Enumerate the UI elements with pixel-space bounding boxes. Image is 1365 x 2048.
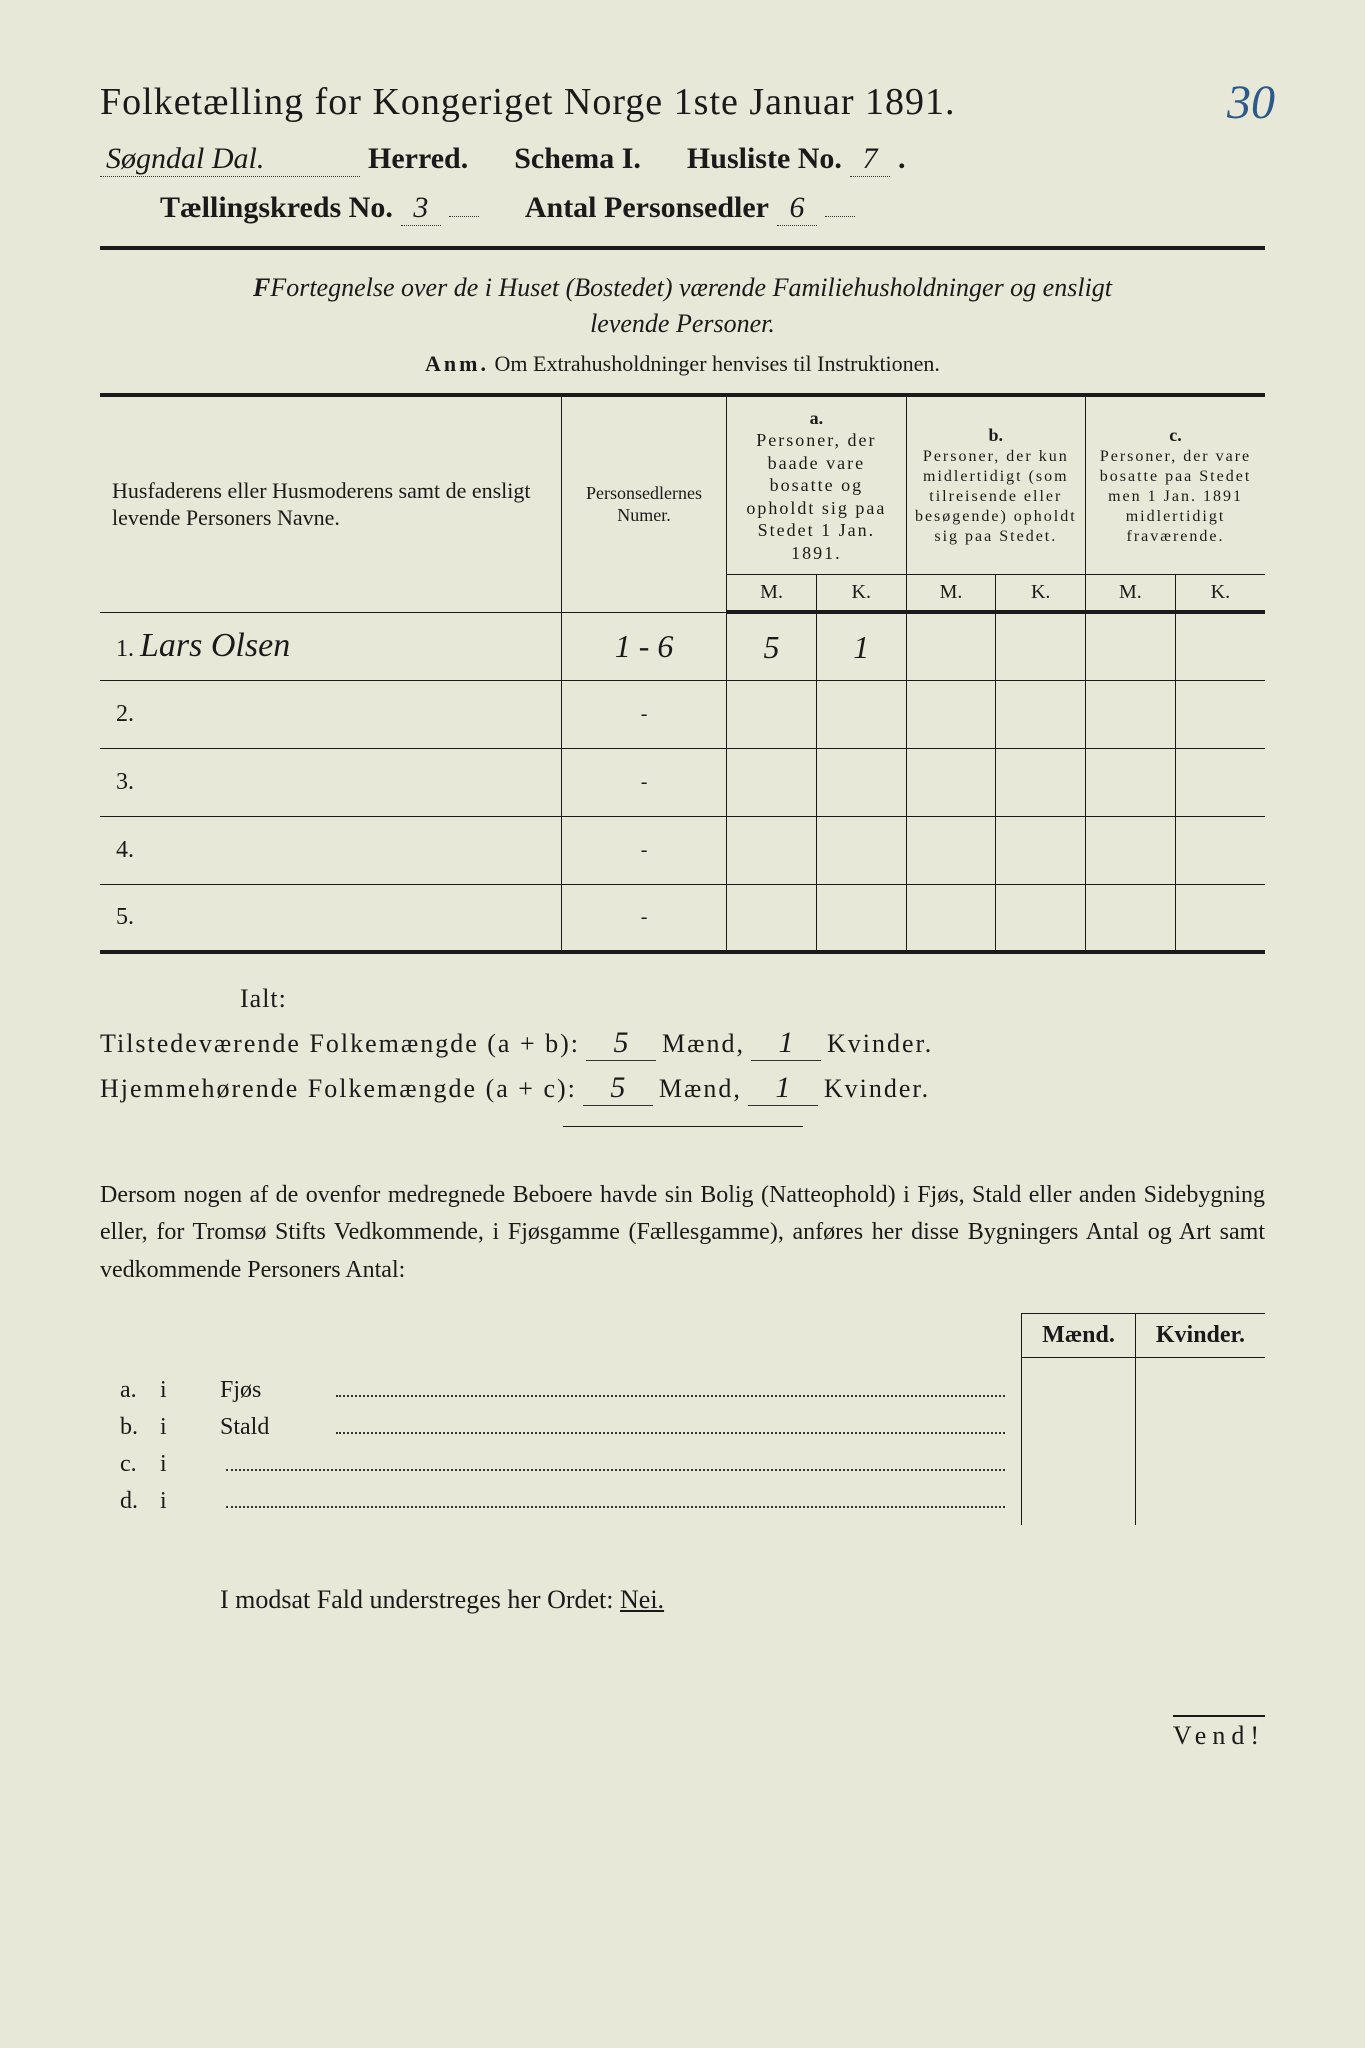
husliste-label: Husliste No.: [687, 142, 842, 176]
total-ac-k: 1: [748, 1071, 818, 1106]
row-name: Lars Olsen: [140, 627, 290, 664]
col-b-m: M.: [906, 575, 996, 613]
husliste-value: 7: [850, 142, 890, 177]
antal-label: Antal Personsedler: [525, 191, 769, 225]
outbuild-row: a. i Fjøs: [100, 1377, 1011, 1404]
table-row: 1. Lars Olsen 1 - 6 5 1: [100, 612, 1265, 680]
col2-header: Personsedlernes Numer.: [561, 395, 726, 613]
main-title: Folketælling for Kongeriget Norge 1ste J…: [100, 80, 1265, 124]
col-b-text: Personer, der kun midlertidigt (som tilr…: [913, 447, 1079, 547]
page-number-annotation: 30: [1227, 75, 1275, 130]
kreds-value: 3: [401, 191, 441, 226]
col-c-k: K.: [1175, 575, 1265, 613]
col-a-k: K.: [816, 575, 906, 613]
antal-value: 6: [777, 191, 817, 226]
col-a-text: Personer, der baade vare bosatte og opho…: [733, 429, 899, 564]
header-line-1: Søgndal Dal. Herred. Schema I. Husliste …: [100, 142, 1265, 177]
divider-small: [563, 1126, 803, 1127]
row-am: 5: [727, 612, 817, 680]
table-row: 2. -: [100, 680, 1265, 748]
outbuilding-section: a. i Fjøs b. i Stald c. i d. i Mænd.Kvin…: [100, 1313, 1265, 1526]
ialt-label: Ialt:: [240, 984, 1265, 1014]
outbuild-row: d. i: [100, 1488, 1011, 1515]
mk-maend: Mænd.: [1022, 1313, 1136, 1357]
total-ac-m: 5: [583, 1071, 653, 1106]
row-num: 1 - 6: [561, 612, 726, 680]
outbuild-row: c. i: [100, 1451, 1011, 1478]
col-c-label: c.: [1092, 424, 1259, 447]
table-row: 5. -: [100, 884, 1265, 952]
census-table: Husfaderens eller Husmoderens samt de en…: [100, 393, 1265, 955]
total-ab-k: 1: [751, 1026, 821, 1061]
schema-label: Schema I.: [514, 142, 641, 176]
col-c-m: M.: [1086, 575, 1176, 613]
outbuilding-paragraph: Dersom nogen af de ovenfor medregnede Be…: [100, 1177, 1265, 1289]
outbuild-row: b. i Stald: [100, 1414, 1011, 1441]
col-a-m: M.: [727, 575, 817, 613]
col-b-k: K.: [996, 575, 1086, 613]
divider: [100, 246, 1265, 250]
kreds-label: Tællingskreds No.: [160, 191, 393, 225]
header-line-2: Tællingskreds No. 3 Antal Personsedler 6: [100, 191, 1265, 226]
total-ab-m: 5: [586, 1026, 656, 1061]
col-b-label: b.: [913, 424, 1079, 447]
totals-line-2: Hjemmehørende Folkemængde (a + c): 5 Mæn…: [100, 1071, 1265, 1106]
col1-header: Husfaderens eller Husmoderens samt de en…: [112, 478, 531, 531]
nei-line: I modsat Fald understreges her Ordet: Ne…: [220, 1585, 1265, 1615]
subtitle: FFortegnelse over de i Huset (Bostedet) …: [100, 270, 1265, 343]
table-row: 4. -: [100, 816, 1265, 884]
vend-label: Vend!: [1173, 1715, 1265, 1751]
anm-note: Anm. Om Extrahusholdninger henvises til …: [100, 351, 1265, 377]
outbuild-mk-table: Mænd.Kvinder.: [1021, 1313, 1265, 1526]
col-c-text: Personer, der vare bosatte paa Stedet me…: [1092, 447, 1259, 547]
herred-label: Herred.: [368, 142, 468, 176]
totals-line-1: Tilstedeværende Folkemængde (a + b): 5 M…: [100, 1026, 1265, 1061]
table-row: 3. -: [100, 748, 1265, 816]
nei-word: Nei.: [620, 1585, 664, 1614]
col-a-label: a.: [733, 407, 899, 430]
herred-value: Søgndal Dal.: [100, 142, 360, 177]
mk-kvinder: Kvinder.: [1135, 1313, 1265, 1357]
row-ak: 1: [816, 612, 906, 680]
